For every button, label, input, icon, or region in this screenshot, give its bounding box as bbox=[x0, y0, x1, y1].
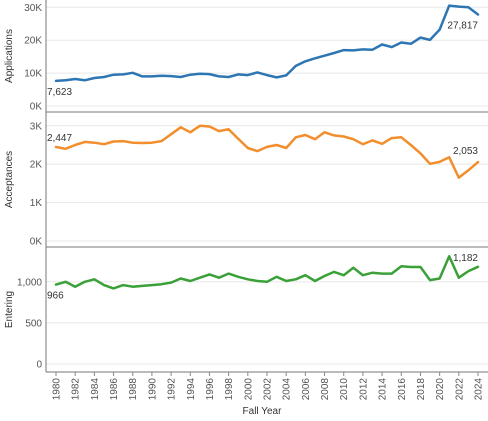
series-line bbox=[54, 255, 480, 290]
x-axis: 1980 1982 1984 1986 1988 1990 1992 1994 1996 1998… bbox=[52, 372, 485, 400]
x-tick-label: 2008 bbox=[320, 378, 331, 401]
x-tick-label: 1984 bbox=[90, 378, 101, 401]
x-tick-label: 2016 bbox=[397, 378, 408, 401]
x-tick-label: 2020 bbox=[435, 378, 446, 401]
x-axis-title: Fall Year bbox=[243, 406, 283, 417]
y-tick-label: 1,000 bbox=[17, 277, 42, 288]
x-tick-label: 2022 bbox=[454, 378, 465, 401]
data-label-first: 2,447 bbox=[47, 133, 72, 144]
y-tick-label: 0K bbox=[30, 102, 43, 113]
x-tick-label: 2002 bbox=[263, 378, 274, 401]
chart-panels: 0K 10K 20K 30K Applications 7,623 27,817 0K 1K 2K… bbox=[4, 0, 488, 373]
x-tick-label: 1986 bbox=[109, 378, 120, 401]
x-tick-label: 1990 bbox=[147, 378, 158, 401]
x-tick-label: 2024 bbox=[474, 378, 485, 401]
y-tick-label: 0 bbox=[36, 360, 42, 371]
panel-applications: 0K 10K 20K 30K Applications 7,623 27,817 bbox=[4, 3, 488, 113]
x-tick-label: 1998 bbox=[224, 378, 235, 401]
y-axis-title: Acceptances bbox=[4, 151, 15, 208]
y-tick-label: 30K bbox=[24, 3, 42, 14]
x-tick-label: 2018 bbox=[416, 378, 427, 401]
y-tick-label: 0K bbox=[30, 237, 43, 248]
data-label-last: 1,182 bbox=[453, 253, 478, 264]
x-tick-label: 1988 bbox=[128, 378, 139, 401]
x-tick-label: 1996 bbox=[205, 378, 216, 401]
y-tick-label: 3K bbox=[30, 121, 43, 132]
x-tick-label: 2012 bbox=[358, 378, 369, 401]
y-tick-label: 2K bbox=[30, 160, 43, 171]
x-tick-label: 2004 bbox=[282, 378, 293, 401]
data-label-last: 2,053 bbox=[453, 146, 478, 157]
data-label-first: 966 bbox=[47, 291, 64, 302]
x-tick-label: 1980 bbox=[52, 378, 63, 401]
x-tick-label: 2010 bbox=[339, 378, 350, 401]
y-axis-title: Applications bbox=[4, 29, 15, 83]
x-tick-label: 2000 bbox=[243, 378, 254, 401]
y-tick-label: 20K bbox=[24, 36, 42, 47]
y-tick-label: 500 bbox=[25, 318, 42, 329]
data-label-last: 27,817 bbox=[447, 20, 478, 31]
x-tick-label: 1992 bbox=[167, 378, 178, 401]
data-label-first: 7,623 bbox=[47, 87, 72, 98]
x-tick-label: 1982 bbox=[71, 378, 82, 401]
series-line bbox=[54, 4, 480, 83]
x-tick-label: 1994 bbox=[186, 378, 197, 401]
series-line bbox=[54, 124, 480, 179]
y-tick-label: 10K bbox=[24, 69, 42, 80]
y-axis-title: Entering bbox=[4, 291, 15, 328]
x-tick-label: 2014 bbox=[378, 378, 389, 401]
x-tick-label: 2006 bbox=[301, 378, 312, 401]
panel-acceptances: 0K 1K 2K 3K Acceptances 2,447 2,053 bbox=[4, 121, 488, 248]
y-tick-label: 1K bbox=[30, 198, 43, 209]
